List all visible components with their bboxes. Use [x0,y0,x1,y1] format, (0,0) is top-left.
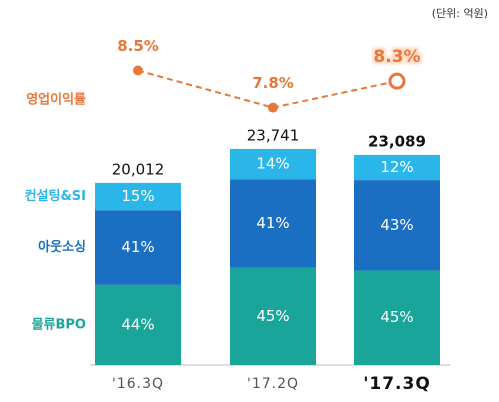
bar-segment [230,148,316,180]
margin-label: 8.5% [117,37,159,55]
segment-label: 41% [121,238,154,256]
margin-marker [388,72,406,90]
total-label: 23,089 [368,132,426,150]
total-label: 23,741 [247,126,300,144]
bar-segment [95,210,181,285]
bar-segment [354,270,440,365]
legend-label: 영업이익률 [26,92,86,108]
margin-label: 8.3% [373,47,420,67]
bar-segment [230,179,316,268]
bar-segment [95,284,181,365]
segment-label: 14% [256,155,289,173]
segment-label: 43% [380,216,413,234]
bar-segment [95,182,181,211]
x-tick-label: '16.3Q [112,376,164,392]
legend-label: 아웃소싱 [38,239,86,255]
bar-segment [230,267,316,365]
unit-note: (단위: 억원) [432,7,488,20]
segment-label: 45% [380,308,413,326]
x-tick-label: '17.2Q [247,376,299,392]
bar-segment [354,154,440,181]
legend-label: 물류BPO [32,317,86,332]
segment-label: 15% [121,187,154,205]
margin-marker [268,102,278,113]
x-tick-label: '17.3Q [363,374,431,394]
segment-label: 41% [256,214,289,232]
margin-label: 7.8% [252,74,294,92]
bar-segment [354,180,440,271]
legend-label: 컨설팅&SI [25,188,86,204]
segment-label: 45% [256,307,289,325]
total-label: 20,012 [112,160,165,178]
segment-label: 44% [121,315,154,333]
segment-label: 12% [380,158,413,176]
margin-marker [133,65,143,76]
